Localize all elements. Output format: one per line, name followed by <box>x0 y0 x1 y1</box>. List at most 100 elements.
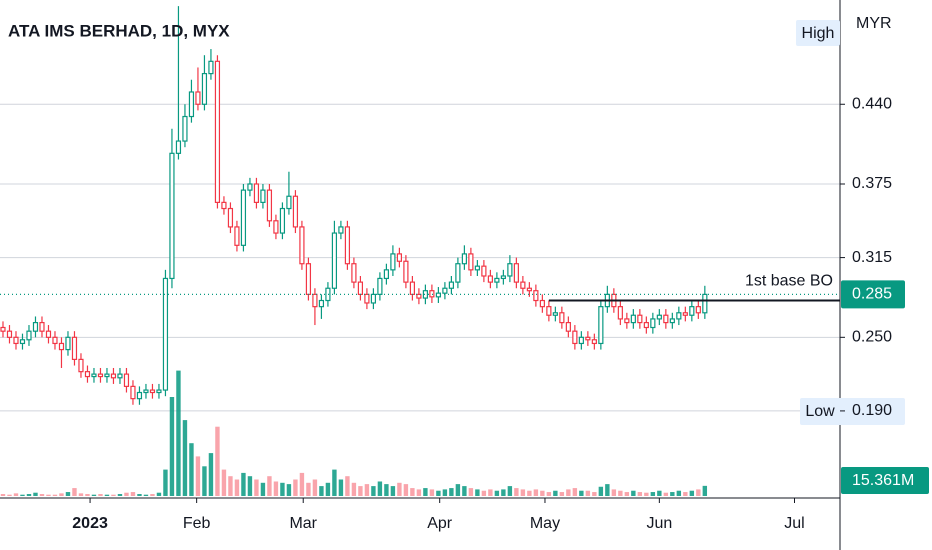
volume-bar <box>234 479 240 496</box>
volume-bar <box>566 489 571 496</box>
volume-bar <box>514 488 519 496</box>
volume-bar <box>371 486 376 496</box>
volume-bar <box>644 492 649 496</box>
last-volume-label: 15.361M <box>852 472 914 489</box>
volume-bar <box>150 494 155 496</box>
candle-body <box>494 277 500 283</box>
x-tick-label: May <box>530 515 560 532</box>
candle-body <box>624 318 630 324</box>
x-tick-label: Jun <box>646 515 672 532</box>
volume-bar <box>273 481 279 496</box>
volume-bar <box>143 494 149 496</box>
candle-body <box>455 263 461 283</box>
candle-body <box>572 330 578 345</box>
volume-bar <box>325 482 331 496</box>
candle-body <box>344 226 351 265</box>
volume-bar <box>299 472 305 496</box>
candle-body <box>487 275 493 283</box>
volume-bar <box>130 492 136 496</box>
volume-bar <box>228 476 233 496</box>
volume-bar <box>585 490 591 496</box>
volume-bar <box>267 476 272 496</box>
candle-body <box>448 281 454 289</box>
candle-body <box>149 389 156 394</box>
candle-body <box>214 60 221 203</box>
candle-body <box>533 290 539 302</box>
candle-body <box>552 312 558 316</box>
candle-body <box>97 373 104 378</box>
volume-bar <box>351 482 357 496</box>
candle-body <box>26 330 32 341</box>
candle-body <box>403 260 409 283</box>
candle-body <box>208 60 214 75</box>
candle-body <box>702 293 708 314</box>
volume-bar <box>592 492 597 496</box>
volume-bar <box>611 489 617 496</box>
candle-body <box>84 371 91 378</box>
volume-bar <box>111 494 116 496</box>
candle-body <box>409 281 415 295</box>
volume-bar <box>39 494 45 496</box>
volume-bar <box>52 494 58 496</box>
candle-body <box>676 312 682 320</box>
candle-body <box>578 336 584 345</box>
volume-bar <box>156 492 162 496</box>
candle-body <box>500 275 506 280</box>
candle-body <box>104 373 110 378</box>
volume-bar <box>13 493 19 496</box>
candle-body <box>656 314 662 320</box>
candle-body <box>0 326 6 332</box>
volume-bar <box>254 479 259 496</box>
volume-bar <box>553 490 558 496</box>
candle-body <box>78 358 84 373</box>
candle-body <box>364 293 370 304</box>
candle-body <box>286 195 292 210</box>
volume-bar <box>163 469 168 496</box>
candle-body <box>669 318 675 324</box>
candle-body <box>169 152 175 280</box>
volume-bar <box>631 490 636 496</box>
volume-bar <box>85 494 90 496</box>
candle-body <box>58 342 65 351</box>
y-tick-label: 0.375 <box>852 175 892 192</box>
candle-body <box>617 306 623 320</box>
candle-body <box>13 336 19 345</box>
candle-body <box>331 232 338 289</box>
volume-bar <box>358 486 363 496</box>
candle-body <box>182 115 188 142</box>
candle-body <box>292 195 299 228</box>
low-label: Low <box>805 403 835 420</box>
candle-body <box>370 293 377 304</box>
candle-body <box>19 339 26 345</box>
candle-body <box>429 290 435 298</box>
volume-bar <box>345 476 350 496</box>
candle-body <box>351 263 357 283</box>
volume-bar <box>312 479 318 496</box>
candle-body <box>123 373 130 387</box>
x-tick-label: Apr <box>427 515 453 532</box>
candle-body <box>637 314 643 324</box>
candle-body <box>52 336 58 345</box>
candle-body <box>520 281 526 289</box>
volume-bar <box>527 490 532 496</box>
volume-bar <box>605 484 610 496</box>
volume-bar <box>306 482 311 496</box>
candle-body <box>559 312 565 324</box>
candle-body <box>6 330 13 338</box>
volume-bar <box>663 492 669 496</box>
volume-bar <box>637 492 643 496</box>
candle-body <box>689 306 695 316</box>
candle-body <box>643 321 649 329</box>
volume-bar <box>468 488 474 496</box>
candle-body <box>201 72 208 105</box>
candle-body <box>461 253 467 265</box>
candle-body <box>383 269 390 280</box>
candle-body <box>175 140 182 154</box>
candle-body <box>143 389 149 394</box>
volume-bar <box>488 489 493 496</box>
candle-body <box>32 321 39 332</box>
last-price-label: 0.285 <box>852 286 892 303</box>
volume-bar <box>397 482 402 496</box>
candle-body <box>507 263 513 277</box>
